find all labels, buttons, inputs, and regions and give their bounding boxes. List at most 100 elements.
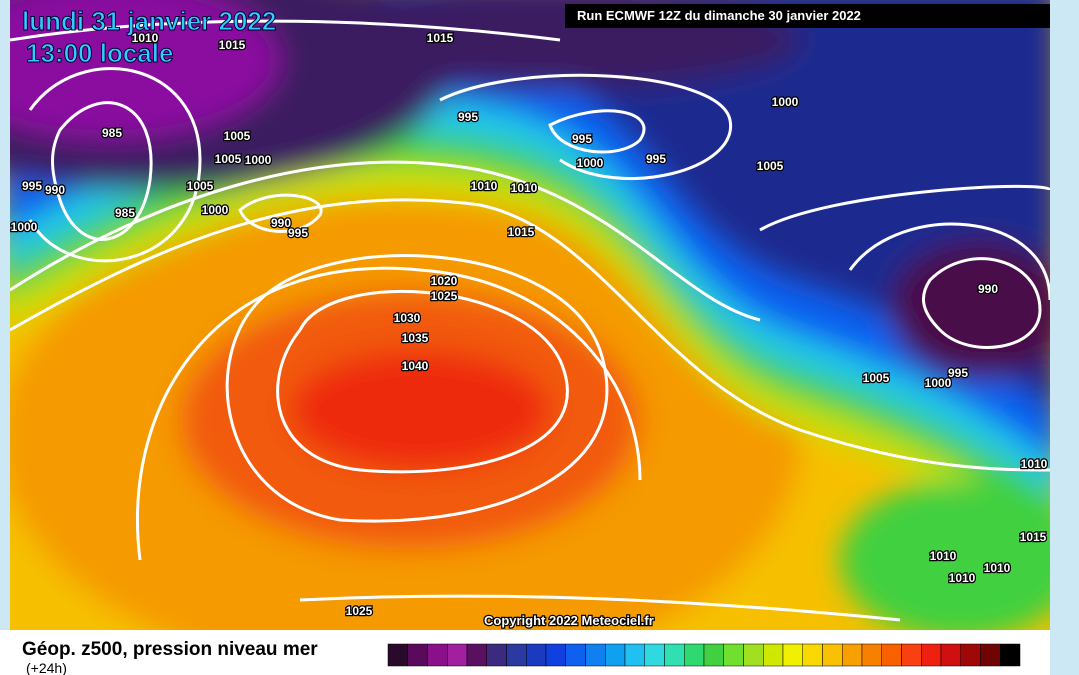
isobar bbox=[10, 19, 561, 42]
isobar bbox=[135, 266, 642, 561]
color-swatch bbox=[387, 643, 408, 667]
isobar bbox=[299, 594, 901, 622]
isobar-label: 1005 bbox=[224, 129, 251, 143]
isobar-label: 1015 bbox=[427, 31, 454, 45]
color-swatch bbox=[861, 643, 882, 667]
isobar-label: 1010 bbox=[930, 549, 957, 563]
color-swatch bbox=[624, 643, 645, 667]
isobar-label: 1010 bbox=[471, 179, 498, 193]
color-swatch bbox=[703, 643, 724, 667]
color-swatch bbox=[940, 643, 961, 667]
color-swatch bbox=[664, 643, 685, 667]
isobar-label: 1010 bbox=[1021, 457, 1048, 471]
isobar bbox=[548, 109, 646, 154]
color-swatch bbox=[901, 643, 922, 667]
isobar-label: 1005 bbox=[863, 371, 890, 385]
isobar-label: 995 bbox=[646, 152, 666, 166]
isobar-label: 990 bbox=[271, 216, 291, 230]
isobar bbox=[848, 222, 1050, 301]
color-swatch bbox=[545, 643, 566, 667]
time-title: 13:00 locale bbox=[26, 38, 173, 68]
color-swatch bbox=[644, 643, 665, 667]
isobar-label: 1000 bbox=[11, 220, 38, 234]
isobar-label: 1005 bbox=[187, 179, 214, 193]
color-swatch bbox=[684, 643, 705, 667]
isobar bbox=[10, 198, 1050, 472]
color-swatch bbox=[565, 643, 586, 667]
isobar-label: 990 bbox=[45, 183, 65, 197]
isobar bbox=[225, 254, 609, 523]
isobar-label: 1005 bbox=[757, 159, 784, 173]
copyright: Copyright 2022 Meteociel.fr bbox=[484, 613, 654, 628]
isobar-label: 995 bbox=[458, 110, 478, 124]
isobar-label: 1000 bbox=[245, 153, 272, 167]
field bbox=[10, 0, 1050, 409]
color-swatch bbox=[506, 643, 527, 667]
color-swatch bbox=[802, 643, 823, 667]
color-swatch bbox=[466, 643, 487, 667]
field bbox=[840, 480, 1050, 630]
isobar-label: 985 bbox=[115, 206, 135, 220]
isobar-label: 990 bbox=[978, 282, 998, 296]
isobar bbox=[10, 160, 761, 322]
isobar-label: 1005 bbox=[215, 152, 242, 166]
color-swatch bbox=[427, 643, 448, 667]
isobar-label: 1000 bbox=[925, 376, 952, 390]
isobar-label: 1015 bbox=[508, 225, 535, 239]
isobar-label: 1020 bbox=[431, 274, 458, 288]
isobar-label: 1025 bbox=[431, 289, 458, 303]
isobar bbox=[276, 289, 569, 474]
isobar bbox=[28, 67, 202, 263]
isobar-label: 1030 bbox=[394, 311, 421, 325]
legend-title: Géop. z500, pression niveau mer bbox=[22, 639, 318, 660]
color-swatch bbox=[960, 643, 981, 667]
isobar bbox=[759, 184, 1050, 232]
isobar bbox=[439, 73, 732, 181]
isobar-label: 1000 bbox=[772, 95, 799, 109]
isobar-label: 985 bbox=[102, 126, 122, 140]
isobar bbox=[51, 101, 153, 241]
color-swatch bbox=[921, 643, 942, 667]
isobar-label: 1025 bbox=[346, 604, 373, 618]
isobar-label: 1000 bbox=[202, 203, 229, 217]
color-swatch bbox=[585, 643, 606, 667]
color-swatch bbox=[782, 643, 803, 667]
isobar-label: 1010 bbox=[949, 571, 976, 585]
isobar-label: 995 bbox=[22, 179, 42, 193]
field bbox=[290, 350, 550, 470]
color-swatch bbox=[763, 643, 784, 667]
color-swatch bbox=[407, 643, 428, 667]
field bbox=[890, 240, 1050, 380]
isobar bbox=[921, 257, 1042, 349]
color-swatch bbox=[842, 643, 863, 667]
isobar-label: 995 bbox=[948, 366, 968, 380]
date-title: lundi 31 janvier 2022 bbox=[22, 6, 276, 36]
color-swatch bbox=[743, 643, 764, 667]
isobar-label: 1010 bbox=[984, 561, 1011, 575]
color-swatch bbox=[822, 643, 843, 667]
color-swatch bbox=[447, 643, 468, 667]
lead-time: (+24h) bbox=[26, 660, 67, 675]
color-swatch bbox=[486, 643, 507, 667]
isobar-label: 995 bbox=[288, 226, 308, 240]
field bbox=[10, 0, 280, 140]
isobar-label: 1010 bbox=[511, 181, 538, 195]
color-swatch bbox=[526, 643, 547, 667]
isobar-label: 1035 bbox=[402, 331, 429, 345]
color-swatch bbox=[980, 643, 1001, 667]
color-swatch bbox=[1000, 643, 1021, 667]
color-swatch bbox=[605, 643, 626, 667]
isobar-label: 1010 bbox=[132, 31, 159, 45]
isobar-label: 1015 bbox=[1020, 530, 1047, 544]
color-swatch bbox=[723, 643, 744, 667]
color-scale bbox=[387, 643, 1021, 667]
isobar bbox=[238, 193, 323, 233]
isobar-label: 1040 bbox=[402, 359, 429, 373]
isobar-label: 1000 bbox=[577, 156, 604, 170]
isobar-label: 1015 bbox=[219, 38, 246, 52]
run-bar bbox=[565, 4, 1050, 28]
color-swatch bbox=[881, 643, 902, 667]
